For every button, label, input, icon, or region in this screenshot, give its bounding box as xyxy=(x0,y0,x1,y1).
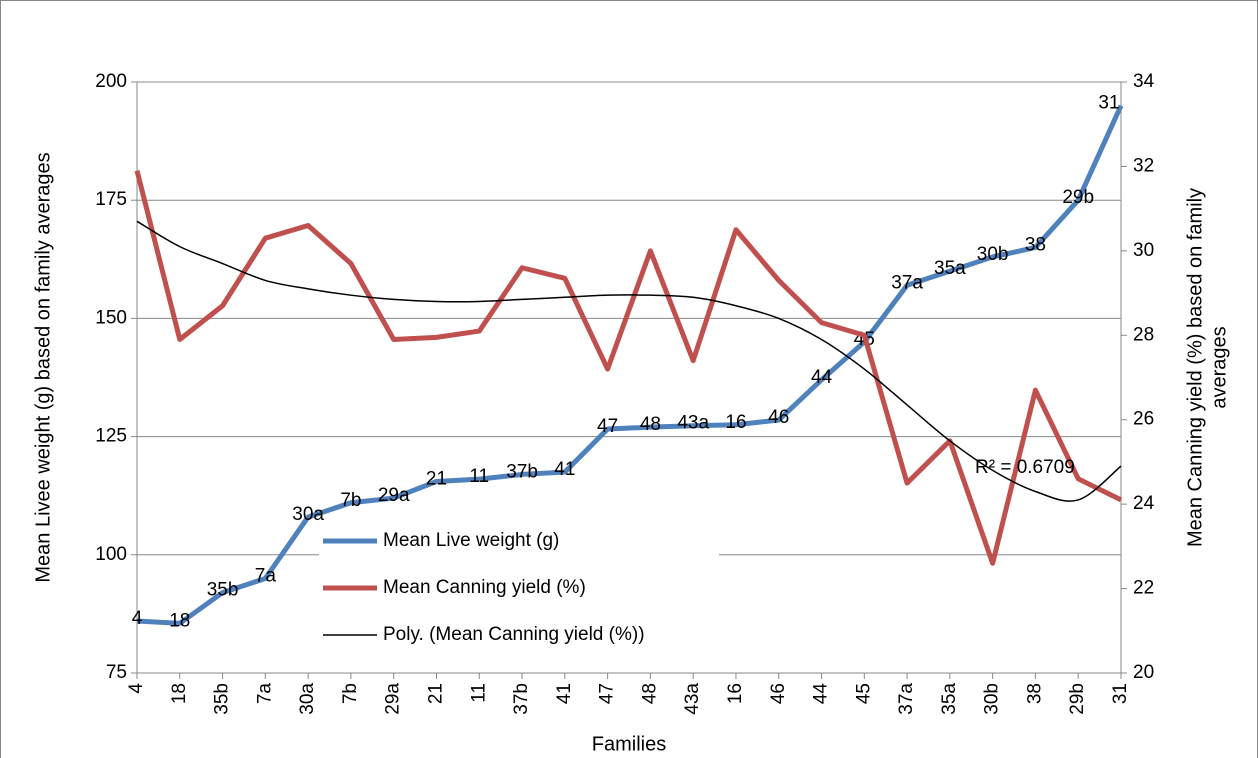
x-tick-label: 38 xyxy=(1024,683,1045,704)
data-label: 41 xyxy=(554,459,575,480)
data-label: 44 xyxy=(811,367,833,388)
data-label: 35a xyxy=(934,258,966,279)
data-label: 4 xyxy=(132,608,143,629)
data-label: 18 xyxy=(169,610,190,631)
x-tick-label: 4 xyxy=(126,683,147,694)
data-label: 37a xyxy=(891,272,923,293)
y2-tick-label: 20 xyxy=(1133,662,1154,683)
y-tick-label: 75 xyxy=(106,662,127,683)
x-tick-label: 37a xyxy=(896,683,917,715)
data-label: 37b xyxy=(506,461,538,482)
x-tick-label: 30a xyxy=(297,683,318,715)
data-label: 46 xyxy=(768,407,789,428)
y-axis-title: Mean Livee weight (g) based on family av… xyxy=(32,152,54,582)
x-tick-label: 29a xyxy=(383,683,404,715)
legend-label: Mean Live weight (g) xyxy=(383,530,559,551)
x-tick-label: 37b xyxy=(511,683,532,715)
x-tick-label: 35a xyxy=(939,683,960,715)
y2-axis-title: averages xyxy=(1208,326,1230,408)
x-tick-label: 48 xyxy=(639,683,660,704)
x-tick-label: 45 xyxy=(853,683,874,704)
y2-tick-label: 34 xyxy=(1133,71,1155,92)
y2-tick-label: 30 xyxy=(1133,240,1154,261)
data-label: 43a xyxy=(677,413,709,434)
data-label: 29b xyxy=(1062,187,1094,208)
x-tick-label: 7a xyxy=(254,683,275,705)
data-label: 7a xyxy=(255,565,277,586)
x-tick-label: 35b xyxy=(212,683,233,715)
y2-axis-title: Mean Canning yield (%) based on family xyxy=(1184,188,1206,547)
legend-label: Poly. (Mean Canning yield (%)) xyxy=(383,624,645,645)
x-tick-label: 7b xyxy=(340,683,361,704)
y2-tick-label: 28 xyxy=(1133,324,1154,345)
x-axis-title: Families xyxy=(592,733,666,755)
y-tick-label: 125 xyxy=(95,426,127,447)
data-label: 38 xyxy=(1025,234,1046,255)
y2-tick-label: 26 xyxy=(1133,409,1154,430)
data-label: 47 xyxy=(597,416,618,437)
data-label: 7b xyxy=(340,490,361,511)
y-tick-label: 200 xyxy=(95,71,127,92)
x-tick-label: 21 xyxy=(425,683,446,704)
x-tick-label: 11 xyxy=(468,683,489,703)
data-label: 30a xyxy=(292,504,324,525)
legend-box xyxy=(319,521,719,659)
legend-label: Mean Canning yield (%) xyxy=(383,577,586,598)
annotation: R² = 0.6709 xyxy=(975,457,1075,478)
data-label: 16 xyxy=(725,412,746,433)
x-tick-label: 47 xyxy=(597,683,618,704)
x-tick-label: 46 xyxy=(768,683,789,704)
x-tick-label: 16 xyxy=(725,683,746,704)
x-tick-label: 31 xyxy=(1110,683,1131,704)
x-tick-label: 44 xyxy=(811,683,832,705)
series-line xyxy=(134,170,1123,566)
data-label: 29a xyxy=(378,485,410,506)
y-tick-label: 100 xyxy=(95,544,127,565)
y-tick-label: 150 xyxy=(95,307,127,328)
data-label: 11 xyxy=(469,466,489,487)
x-tick-label: 29b xyxy=(1067,683,1088,715)
data-label: 48 xyxy=(640,414,661,435)
y2-tick-label: 32 xyxy=(1133,155,1154,176)
x-tick-label: 18 xyxy=(169,683,190,704)
y2-tick-label: 24 xyxy=(1133,493,1155,514)
x-tick-label: 43a xyxy=(682,683,703,715)
data-label: 35b xyxy=(207,580,239,601)
data-label: 30b xyxy=(977,244,1009,265)
x-tick-label: 41 xyxy=(554,683,575,704)
y-tick-label: 175 xyxy=(95,189,127,210)
y2-tick-label: 22 xyxy=(1133,578,1154,599)
data-label: 31 xyxy=(1098,93,1119,114)
data-label: 21 xyxy=(426,469,447,490)
x-tick-label: 30b xyxy=(982,683,1003,715)
series-line xyxy=(136,104,1124,626)
series-line xyxy=(136,220,1122,502)
